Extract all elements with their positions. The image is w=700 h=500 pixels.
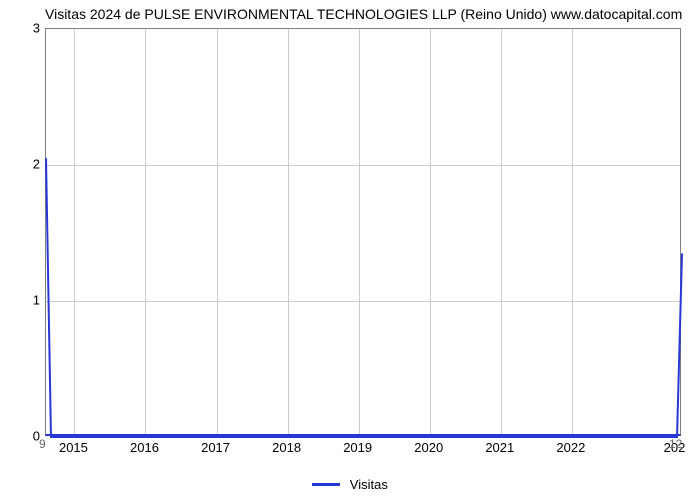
- y-tick-label: 2: [10, 157, 40, 172]
- x-tick-label: 2021: [485, 440, 514, 455]
- legend-swatch: [312, 483, 340, 486]
- y-tick-label: 0: [10, 429, 40, 444]
- x-tick-label: 2017: [201, 440, 230, 455]
- x-tick-label: 2020: [414, 440, 443, 455]
- chart-title: Visitas 2024 de PULSE ENVIRONMENTAL TECH…: [45, 6, 690, 22]
- y-tick-label: 3: [10, 21, 40, 36]
- x-tick-label: 2016: [130, 440, 159, 455]
- visits-line-chart: Visitas 2024 de PULSE ENVIRONMENTAL TECH…: [0, 0, 700, 500]
- corner-label-bottom-right: 12: [669, 437, 682, 451]
- legend: Visitas: [0, 476, 700, 492]
- legend-label: Visitas: [350, 477, 388, 492]
- x-tick-label: 2019: [343, 440, 372, 455]
- x-tick-label: 2015: [59, 440, 88, 455]
- y-tick-label: 1: [10, 293, 40, 308]
- plot-area: [45, 28, 681, 436]
- series-visitas: [46, 29, 682, 437]
- x-tick-label: 2018: [272, 440, 301, 455]
- corner-label-bottom-left: 9: [39, 437, 46, 451]
- x-tick-label: 2022: [556, 440, 585, 455]
